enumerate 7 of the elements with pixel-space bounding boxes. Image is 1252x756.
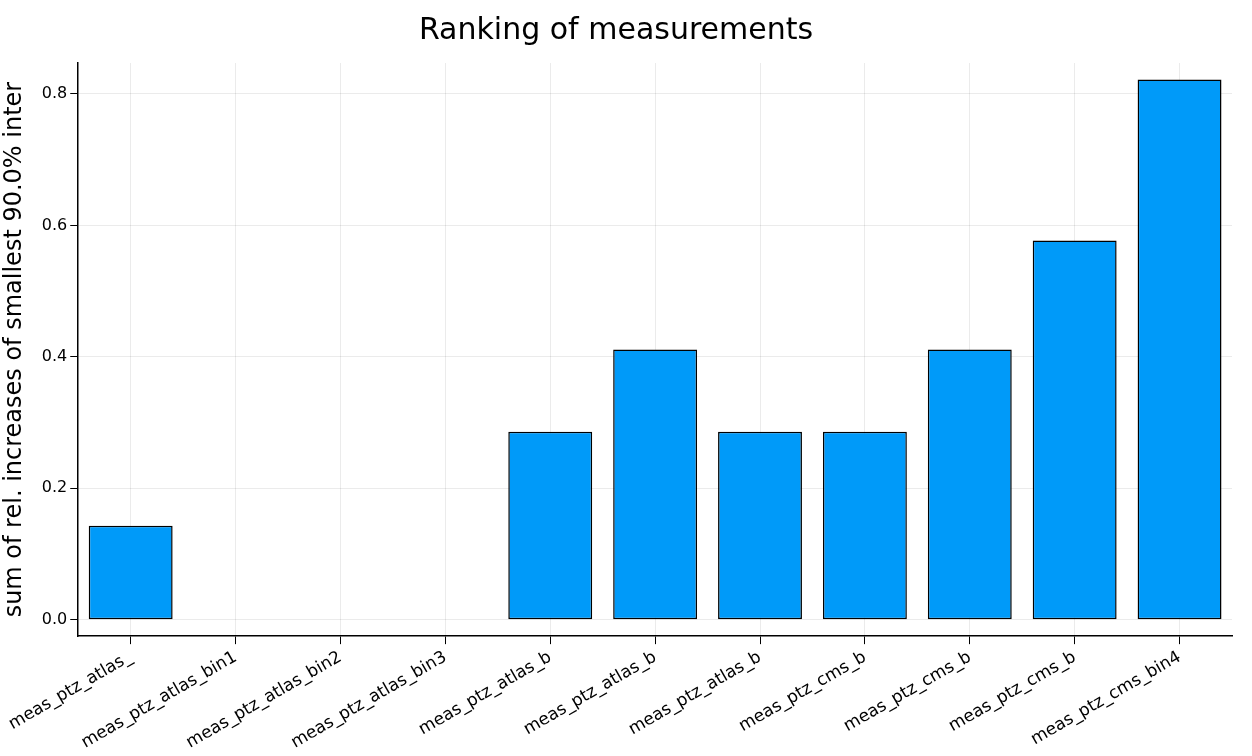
chart-title: Ranking of measurements (418, 10, 814, 46)
y-tick-label: 0.0 (41, 608, 68, 628)
y-axis-title: sum of rel. increases of smallest 90.0% inter (0, 81, 27, 618)
y-tick-label: 0.4 (41, 345, 68, 365)
y-tick-label: 0.2 (41, 477, 68, 497)
y-tick-label: 0.8 (41, 83, 68, 103)
y-tick-label: 0.6 (41, 214, 68, 234)
